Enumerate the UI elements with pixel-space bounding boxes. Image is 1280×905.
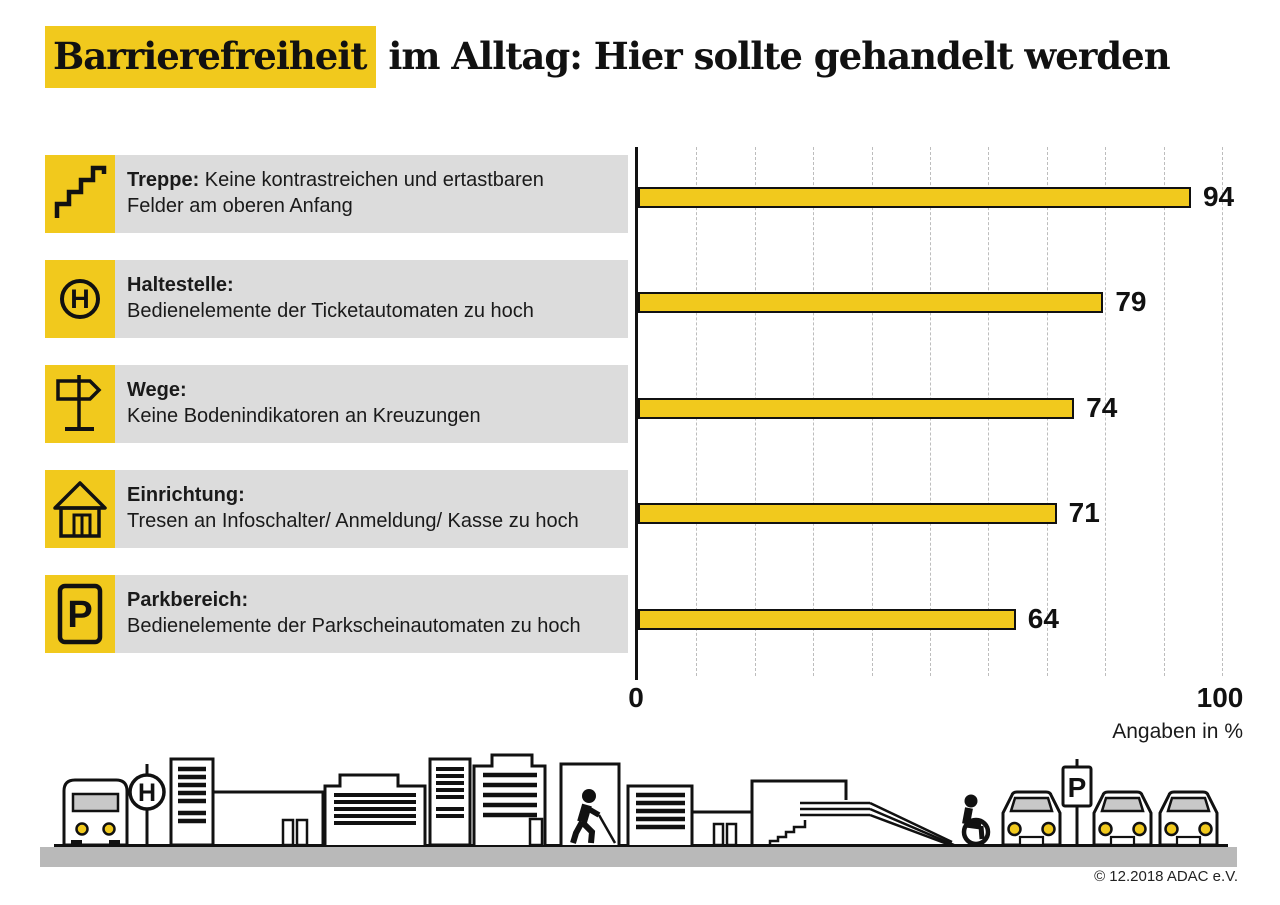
category-list: Treppe: Keine kontrastreichen und ertast… (45, 155, 628, 680)
category-desc: Keine Bodenindikatoren an Kreuzungen (127, 405, 481, 427)
bar-group: 74 (638, 392, 1117, 423)
house-icon (45, 470, 115, 548)
category-label: Parkbereich: (127, 589, 249, 611)
svg-text:P: P (1068, 772, 1087, 803)
bus-stop-icon: H (45, 260, 115, 338)
unit-label: Angaben in % (1112, 720, 1243, 743)
category-desc: Bedienelemente der Parkscheinautomaten z… (127, 615, 581, 637)
category-row-haltestelle: H Haltestelle: Bedienelemente der Ticketa… (45, 260, 628, 338)
svg-text:P: P (67, 594, 92, 636)
svg-text:H: H (138, 779, 156, 807)
bar (638, 397, 1075, 419)
title-rest: im Alltag: Hier sollte gehandelt werden (376, 34, 1170, 78)
category-label: Wege: (127, 379, 187, 401)
category-desc: Bedienelemente der Ticketautomaten zu ho… (127, 300, 534, 322)
ground (40, 844, 1237, 867)
stairs-icon (45, 155, 115, 233)
x-tick-100: 100 (1196, 682, 1244, 713)
category-text: Parkbereich: Bedienelemente der Parkschei… (115, 575, 628, 653)
category-row-parkbereich: P Parkbereich: Bedienelemente der Parksch… (45, 575, 628, 653)
city-skyline-illustration: H (40, 753, 1237, 867)
category-row-wege: Wege: Keine Bodenindikatoren an Kreuzunge… (45, 365, 628, 443)
category-text: Haltestelle: Bedienelemente der Ticketaut… (115, 260, 628, 338)
category-label: Einrichtung: (127, 484, 245, 506)
category-text: Einrichtung: Tresen an Infoschalter/ Anme… (115, 470, 628, 548)
parking-icon: P (45, 575, 115, 653)
bar-group: 79 (638, 286, 1147, 317)
bus-stop-sign: H (128, 764, 166, 845)
copyright-text: © 12.2018 ADAC e.V. (1094, 868, 1238, 885)
parked-cars (1001, 790, 1219, 847)
wheelchair-user (961, 794, 991, 847)
gridline (1163, 147, 1165, 676)
bar (638, 291, 1104, 313)
bar-value: 79 (1115, 286, 1147, 317)
y-axis-line (635, 147, 638, 680)
category-text: Wege: Keine Bodenindikatoren an Kreuzunge… (115, 365, 628, 443)
bar-group: 71 (638, 497, 1100, 528)
bar-group: 64 (638, 603, 1059, 634)
signpost-icon (45, 365, 115, 443)
category-desc: Keine kontrastreichen und ertastbaren Fe… (127, 169, 544, 217)
car-icon (1092, 790, 1153, 847)
bar-value: 74 (1086, 392, 1118, 423)
bar (638, 502, 1057, 524)
page-title: Barrierefreiheit im Alltag: Hier sollte … (45, 26, 1171, 88)
x-tick-0: 0 (628, 682, 644, 713)
bar (638, 186, 1191, 208)
bar-value: 94 (1202, 181, 1235, 212)
svg-text:H: H (70, 284, 90, 314)
bar-value: 64 (1027, 603, 1059, 634)
bar-group: 94 (638, 181, 1234, 212)
bar-value: 71 (1068, 497, 1100, 528)
category-row-einrichtung: Einrichtung: Tresen an Infoschalter/ Anme… (45, 470, 628, 548)
buildings (169, 753, 848, 847)
category-desc: Tresen an Infoschalter/ Anmeldung/ Kasse… (127, 510, 579, 532)
bar (638, 608, 1016, 630)
category-text: Treppe: Keine kontrastreichen und ertast… (115, 155, 628, 233)
category-row-treppe: Treppe: Keine kontrastreichen und ertast… (45, 155, 628, 233)
category-label: Haltestelle: (127, 274, 234, 296)
parking-sign: P (1061, 759, 1093, 845)
pedestrian-with-cane (570, 789, 617, 844)
category-label: Treppe: (127, 169, 200, 191)
title-highlight: Barrierefreiheit (45, 26, 377, 88)
gridline (1105, 147, 1107, 676)
ramp-and-stairs (768, 801, 955, 847)
bus-icon (62, 778, 129, 847)
gridline (1222, 147, 1223, 676)
car-icon (1001, 790, 1062, 847)
car-icon (1158, 790, 1219, 847)
bar-chart: 94 79 74 71 64 (638, 147, 1234, 680)
